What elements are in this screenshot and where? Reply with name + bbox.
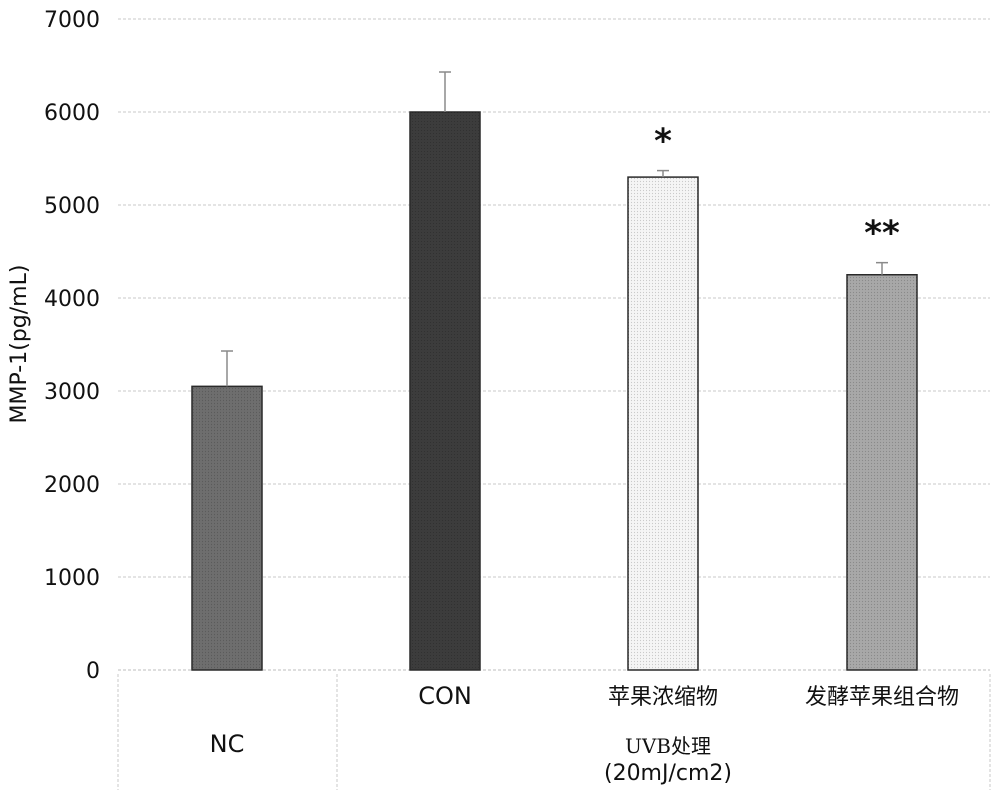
y-tick-label: 5000 [44,194,100,219]
x-category-label: 发酵苹果组合物 [805,685,959,710]
x-category-label: NC [210,730,245,758]
bar-chart: *** 01000200030004000500060007000 NCCON苹… [0,0,1000,796]
y-axis-ticks: 0 1000 2000 3000 4000 5000 6000 7000 [44,8,100,684]
group-sublabel: (20mJ/cm2) [604,761,732,786]
bar-texture [847,275,917,670]
significance-marker: * [654,122,672,162]
y-tick-label: 2000 [44,473,100,498]
y-tick-label: 3000 [44,380,100,405]
bar-texture [410,112,480,670]
y-tick-label: 0 [86,659,100,684]
y-tick-label: 4000 [44,287,100,312]
category-table: NC CON 苹果浓缩物 发酵苹果组合物 [118,674,990,790]
bar-texture [628,177,698,670]
bar-texture [192,386,262,670]
y-tick-label: 7000 [44,8,100,33]
y-axis-label: MMP-1(pg/mL) [7,265,32,424]
x-category-label: 苹果浓缩物 [608,685,718,710]
group-label: UVB处理 [625,734,711,758]
error-bars: *** [221,72,900,386]
significance-marker: ** [864,214,900,254]
x-category-label: CON [418,682,472,710]
y-tick-label: 1000 [44,566,100,591]
y-tick-label: 6000 [44,101,100,126]
